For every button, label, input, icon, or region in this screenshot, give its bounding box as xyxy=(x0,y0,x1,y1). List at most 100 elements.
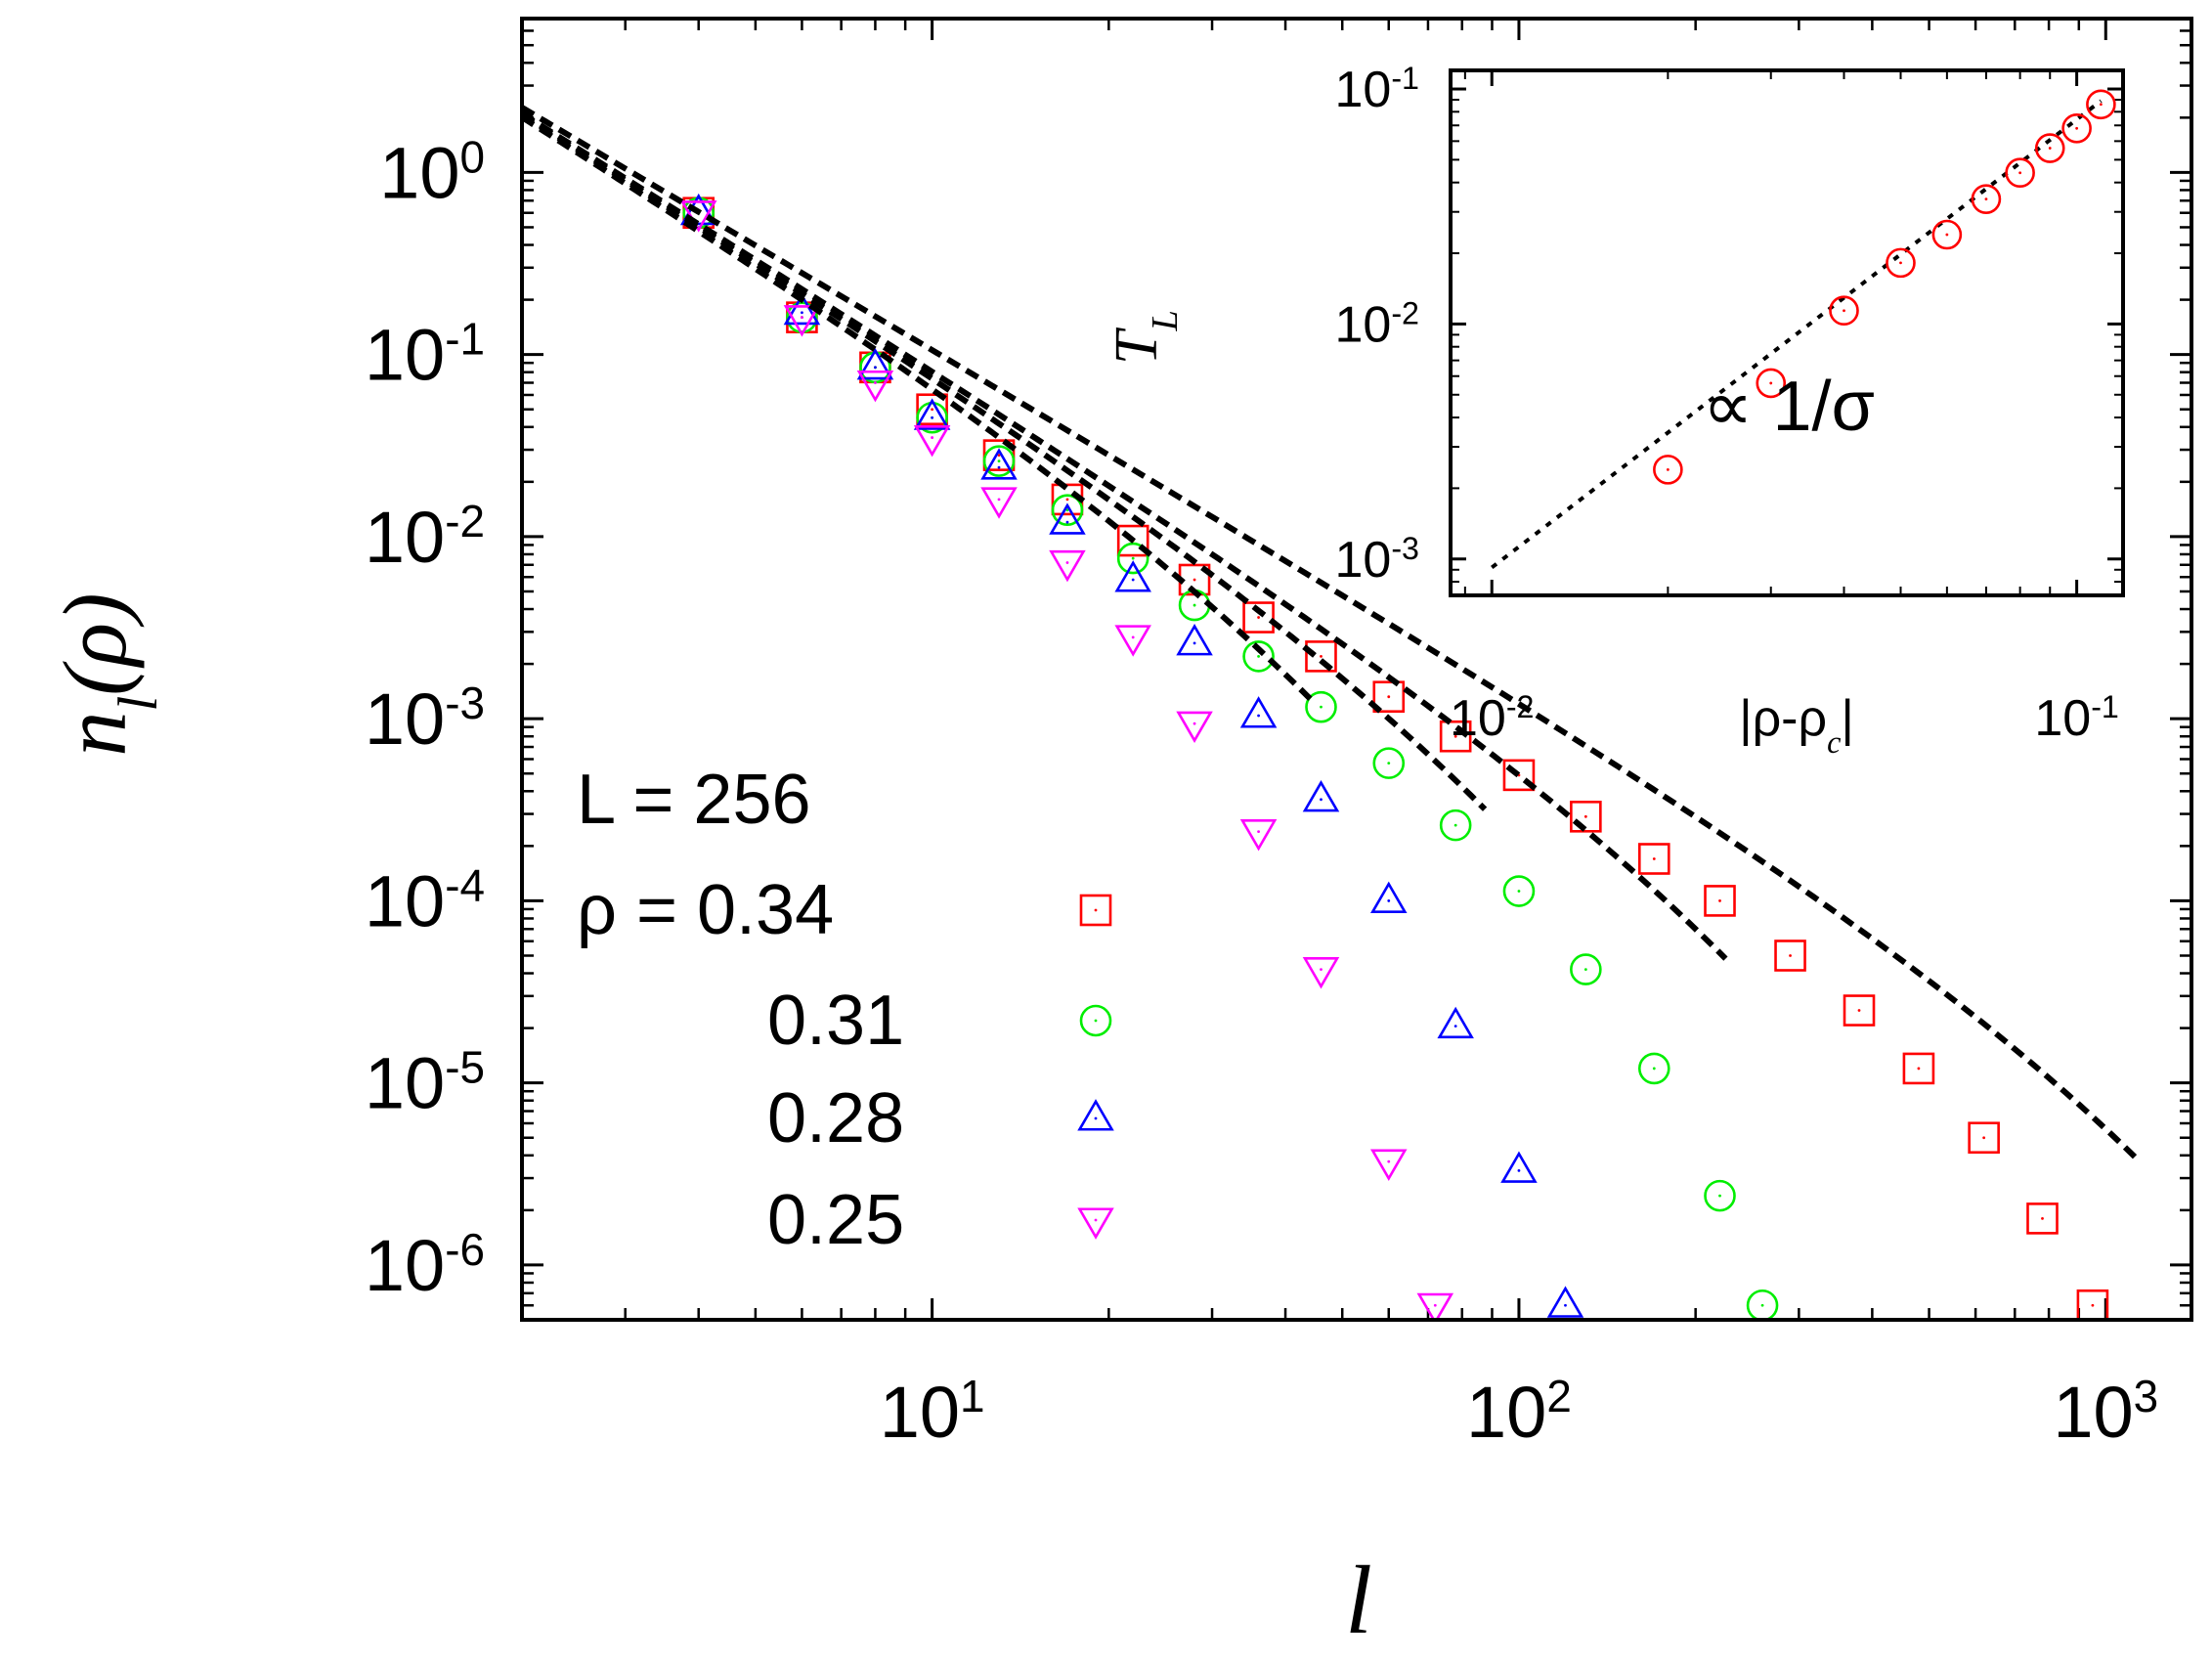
data-point xyxy=(1176,624,1213,656)
data-point-dot xyxy=(1193,721,1196,725)
inset-y-axis-label-part: L xyxy=(1145,310,1186,331)
inset-y-tick-label: 10-1 xyxy=(1334,61,1419,118)
inset-data-point xyxy=(2034,133,2065,163)
y-tick-label: 10-5 xyxy=(365,1042,485,1124)
data-point-dot xyxy=(1517,890,1521,893)
y-tick-label-part: 10 xyxy=(365,315,445,396)
y-tick-label-part: 10 xyxy=(379,132,459,213)
data-point xyxy=(1704,1179,1736,1212)
inset-data-point xyxy=(1931,219,1963,250)
inset-data-point xyxy=(1886,247,1916,279)
fit-line-0.34 xyxy=(522,105,2139,1160)
inset-x-axis-label-part: | xyxy=(1841,690,1854,747)
data-point xyxy=(1239,696,1278,728)
data-point xyxy=(1116,524,1149,557)
inset-y-tick-label-part: 10 xyxy=(1334,296,1391,353)
inset-x-tick-label-part: -2 xyxy=(1506,689,1535,724)
data-point-dot xyxy=(1320,654,1323,658)
data-point xyxy=(1370,1149,1408,1181)
data-point xyxy=(1302,779,1340,812)
data-point-dot xyxy=(1065,520,1069,524)
data-point-dot xyxy=(1257,616,1260,619)
data-point-dot xyxy=(1387,695,1391,699)
data-point xyxy=(1051,494,1084,526)
inset-data-point-dot xyxy=(1899,261,1902,265)
y-tick-label: 10-4 xyxy=(365,859,485,941)
data-point xyxy=(1305,690,1337,723)
inset-y-tick-label-part: -2 xyxy=(1391,295,1419,330)
data-point-dot xyxy=(1320,798,1323,802)
x-tick-label: 103 xyxy=(2053,1371,2158,1453)
data-point xyxy=(2026,1202,2059,1235)
inset-y-tick-label-part: -1 xyxy=(1391,61,1419,96)
data-point-dot xyxy=(1193,603,1196,607)
data-point xyxy=(980,448,1018,480)
inset-y-axis-label: TL xyxy=(1104,310,1186,365)
data-point-dot xyxy=(801,316,803,320)
data-point xyxy=(1500,1151,1538,1183)
inset-data-point-dot xyxy=(2048,147,2052,150)
inset-data-point-dot xyxy=(1666,467,1670,471)
inset-x-tick-label-part: 10 xyxy=(1450,690,1506,747)
data-point-dot xyxy=(1982,1136,1986,1140)
data-point-dot xyxy=(1257,654,1260,658)
inset-data-point xyxy=(1756,368,1787,399)
legend-label-0.28: 0.28 xyxy=(767,1079,904,1158)
data-point-dot xyxy=(1718,899,1721,902)
inset-x-tick-label-part: 10 xyxy=(2034,690,2091,747)
data-point xyxy=(1049,503,1086,535)
legend-marker-0.25-dot xyxy=(1094,1218,1098,1222)
x-axis-label-part: l xyxy=(1345,1546,1372,1654)
data-point-dot xyxy=(1257,830,1260,834)
data-point-dot xyxy=(874,381,877,384)
data-point xyxy=(1239,819,1278,852)
y-tick-label-part: -5 xyxy=(445,1042,485,1093)
series-0.25 xyxy=(679,200,1454,1320)
data-point-dot xyxy=(1583,814,1587,818)
inset-y-tick-label-part: 10 xyxy=(1334,532,1391,589)
data-point xyxy=(1439,720,1472,753)
data-point xyxy=(1843,994,1876,1027)
inset-background xyxy=(1451,70,2123,595)
x-tick-label-part: 3 xyxy=(2134,1371,2159,1421)
inset-annotation: ∝ 1/σ xyxy=(1703,368,1875,446)
data-point xyxy=(1372,680,1406,714)
inset-data-point-dot xyxy=(2075,126,2079,130)
inset-x-tick-label: 10-2 xyxy=(1450,689,1535,747)
legend-label-0.31: 0.31 xyxy=(767,982,904,1060)
inset-y-axis-label-part: T xyxy=(1104,327,1170,365)
main-data xyxy=(522,105,2139,1320)
inset-x-axis-label-part: |ρ-ρ xyxy=(1739,690,1827,747)
y-tick-label: 10-2 xyxy=(365,496,485,578)
data-point xyxy=(913,398,951,430)
data-point-dot xyxy=(997,459,1001,463)
data-point xyxy=(1437,1006,1474,1039)
x-tick-label: 101 xyxy=(880,1371,985,1453)
data-point-dot xyxy=(1453,1025,1457,1028)
data-point xyxy=(1704,885,1736,917)
y-tick-label: 100 xyxy=(379,131,485,213)
data-point xyxy=(1372,747,1406,779)
inset-data-point xyxy=(1971,184,2002,214)
x-tick-label-part: 10 xyxy=(2053,1372,2133,1453)
data-point-dot xyxy=(1453,823,1457,827)
data-point xyxy=(856,347,894,380)
fit-line-0.28 xyxy=(522,112,1488,811)
y-axis-label: nl(ρ) xyxy=(45,592,169,756)
legend-marker-0.28-dot xyxy=(1094,1116,1098,1120)
inset-fit-line xyxy=(1491,99,2103,570)
inset-data-point-dot xyxy=(1984,197,1988,201)
y-tick-label: 10-6 xyxy=(365,1224,485,1306)
data-point xyxy=(1242,601,1275,634)
inset-data-point xyxy=(1829,295,1859,327)
data-point-dot xyxy=(1718,1194,1721,1198)
data-point-dot xyxy=(1387,1159,1391,1163)
y-axis-label-part: l xyxy=(108,696,169,712)
data-point xyxy=(1114,560,1151,592)
data-point-dot xyxy=(1065,508,1069,512)
data-point-dot xyxy=(997,454,1001,458)
data-point xyxy=(1502,759,1536,792)
data-point xyxy=(1370,881,1408,913)
inset-frame xyxy=(1449,68,2125,597)
data-point-dot xyxy=(1789,954,1792,957)
